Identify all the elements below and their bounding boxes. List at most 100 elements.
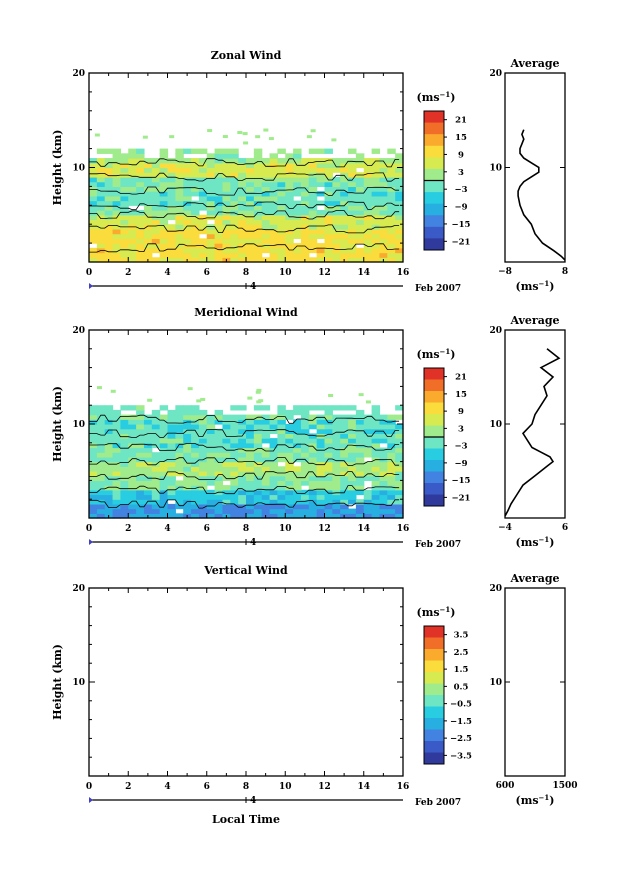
heatmap-cell [324, 186, 333, 192]
heatmap-cell [143, 191, 153, 197]
heatmap-cell [246, 162, 255, 169]
colorbar-tick-label: 21 [455, 373, 467, 383]
heatmap-cell [136, 181, 145, 187]
heatmap-cell [96, 513, 106, 519]
heatmap-cell [371, 475, 381, 481]
heatmap-cell [285, 200, 294, 206]
colorbar-unit-close: ) [450, 348, 455, 361]
heatmap-cell [128, 153, 137, 159]
heatmap-cell [340, 205, 349, 211]
heatmap-cell [238, 228, 247, 235]
heatmap-cell [395, 243, 404, 249]
heatmap-cell [230, 200, 239, 206]
heatmap-cell [143, 228, 153, 235]
heatmap-cell [191, 186, 200, 192]
heatmap-cell [96, 419, 106, 425]
heatmap-cell [89, 424, 98, 430]
heatmap-cell [183, 167, 192, 173]
heatmap-cell [300, 503, 310, 510]
heatmap-cell [340, 414, 349, 420]
x-tick-label: 10 [279, 268, 292, 278]
heatmap-cell [89, 471, 98, 477]
heatmap-cell [159, 438, 169, 444]
heatmap-cell [214, 214, 224, 221]
heatmap-cell [269, 419, 278, 425]
heatmap-cell [159, 499, 169, 505]
heatmap-cell [206, 414, 216, 420]
heatmap-cell [112, 181, 121, 187]
heatmap-cell [340, 447, 349, 453]
colorbar-tick-label: −3 [454, 185, 467, 195]
heatmap-cell [261, 181, 271, 187]
heatmap-cell [222, 172, 231, 178]
heatmap-cell [167, 186, 176, 192]
heatmap-cell [355, 252, 365, 258]
heatmap-cell [300, 252, 310, 258]
heatmap-cell [293, 466, 302, 472]
heatmap-cell [128, 414, 137, 420]
heatmap-cell [120, 167, 129, 173]
heatmap-cell [136, 442, 145, 449]
heatmap-cell [340, 233, 349, 239]
heatmap-cell [316, 456, 326, 463]
heatmap-cell [128, 419, 137, 425]
heatmap-cell [222, 428, 231, 434]
heatmap-cell [183, 172, 192, 178]
heatmap-cell [159, 153, 169, 159]
contour-line [89, 158, 400, 168]
heatmap-cell [112, 494, 121, 500]
heatmap-cell [285, 214, 294, 221]
heatmap-cell [89, 257, 98, 263]
heatmap-cell [261, 424, 271, 430]
heatmap-cell [332, 485, 341, 491]
heatmap-cell [159, 172, 169, 178]
heatmap-cell [379, 424, 388, 430]
colorbar-segment [424, 494, 444, 507]
heatmap-cell [348, 214, 357, 221]
heatmap-cell [308, 452, 318, 458]
heatmap-cell [159, 442, 169, 449]
heatmap-cell [112, 489, 121, 496]
profile-xlabel: (ms−1) [515, 279, 554, 293]
x-tick-label: 8 [243, 268, 249, 278]
heatmap-cell [143, 480, 153, 486]
heatmap-cell [89, 200, 98, 206]
heatmap-cell [222, 499, 231, 505]
heatmap-cell [387, 489, 396, 496]
heatmap-cell [89, 508, 98, 514]
heatmap-cell [355, 480, 365, 486]
heatmap-cell [269, 219, 278, 225]
heatmap-cell [222, 452, 231, 458]
heatmap-cell [363, 442, 373, 449]
heatmap-cell [395, 257, 404, 263]
heatmap-cell [340, 442, 349, 449]
heatmap-cell [136, 405, 145, 411]
heatmap-cell [214, 247, 224, 254]
heatmap-cell [128, 508, 137, 514]
heatmap-cell [387, 158, 396, 164]
heatmap-cell [332, 424, 341, 430]
heatmap-cell [230, 167, 239, 173]
profile-line [504, 348, 561, 517]
heatmap-cell [395, 176, 404, 183]
heatmap-cell [230, 433, 239, 439]
heatmap-cell [143, 238, 153, 244]
heatmap-cell [261, 447, 271, 453]
heatmap-cell [120, 214, 129, 221]
heatmap-cell [387, 494, 396, 500]
heatmap-cell [387, 181, 396, 187]
heatmap-cell [332, 167, 341, 173]
heatmap-cell [277, 186, 286, 192]
heatmap-cell [238, 200, 247, 206]
heatmap-cell [159, 210, 169, 216]
heatmap-cell [269, 424, 278, 430]
x-tick-label: 12 [318, 782, 331, 792]
heatmap-cell [348, 181, 357, 187]
heatmap-cell [112, 153, 121, 159]
heatmap-cell [395, 466, 404, 472]
heatmap-cell [395, 438, 404, 444]
heatmap-cell [316, 243, 326, 249]
heatmap-cell [395, 238, 404, 244]
heatmap-cell [316, 438, 326, 444]
heatmap-cell [143, 461, 153, 467]
